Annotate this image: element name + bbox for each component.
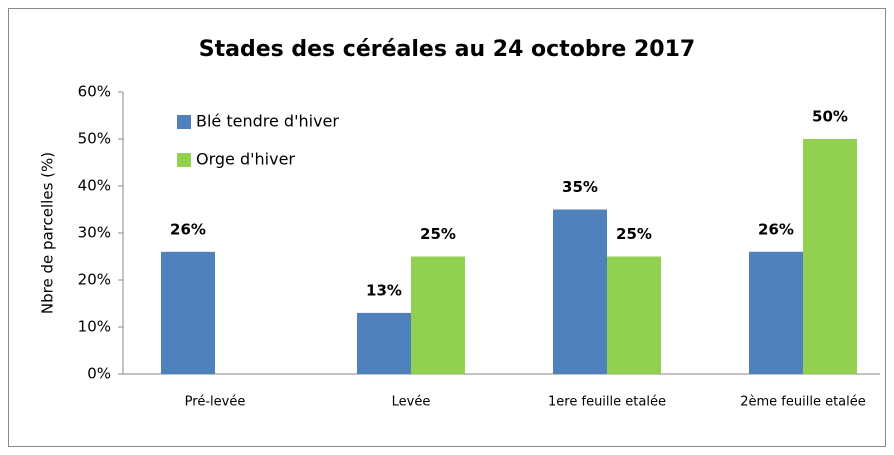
y-tick-label: 50% (78, 130, 111, 148)
value-label: 26% (170, 220, 206, 238)
y-axis-label: Nbre de parcelles (%) (39, 152, 57, 314)
y-tick-label: 20% (78, 271, 111, 289)
y-tick-label: 40% (78, 177, 111, 195)
value-label: 13% (366, 281, 402, 299)
value-label: 26% (758, 220, 794, 238)
bar (553, 209, 607, 374)
x-tick-label: Pré-levée (185, 395, 246, 410)
value-label: 50% (812, 108, 848, 126)
legend-swatch (177, 153, 191, 167)
bar (803, 139, 857, 374)
x-tick-label: 1ere feuille etalée (548, 395, 666, 410)
bar (411, 256, 465, 374)
legend-label: Blé tendre d'hiver (196, 112, 339, 131)
value-label: 35% (562, 178, 598, 196)
bar (607, 256, 661, 374)
y-tick-label: 60% (78, 83, 111, 101)
bar (161, 251, 215, 374)
y-tick-label: 10% (78, 318, 111, 336)
x-tick-label: Levée (392, 395, 431, 410)
y-tick-label: 0% (87, 365, 111, 383)
value-label: 25% (616, 225, 652, 243)
y-tick-label: 30% (78, 224, 111, 242)
legend-label: Orge d'hiver (196, 150, 295, 169)
value-label: 25% (420, 225, 456, 243)
chart-title: Stades des céréales au 24 octobre 2017 (199, 37, 695, 62)
legend-swatch (177, 115, 191, 129)
bar (357, 312, 411, 374)
x-tick-label: 2ème feuille etalée (740, 395, 866, 410)
bar (749, 251, 803, 374)
